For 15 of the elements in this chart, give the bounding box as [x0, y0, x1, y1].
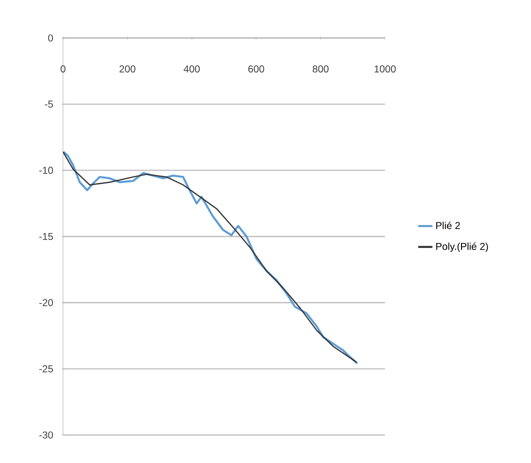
x-tick-label: 0	[60, 65, 66, 72]
y-tick-label: -30	[39, 431, 53, 439]
x-tick-label: 1000	[374, 65, 396, 72]
x-tick-label: 200	[120, 65, 136, 72]
y-tick-label: -20	[39, 299, 53, 306]
y-tick-label: -5	[44, 100, 53, 108]
legend-label: Poly.(Plié 2)	[436, 242, 488, 252]
y-tick-label: -25	[39, 365, 53, 372]
y-tick-label: -15	[39, 233, 53, 240]
y-tick-label: 0	[48, 34, 53, 42]
x-tick-label: 800	[312, 65, 329, 72]
y-tick-label: -10	[39, 166, 53, 174]
x-tick-label: 400	[184, 65, 200, 72]
x-tick-label: 600	[248, 65, 264, 72]
legend-label: Plié 2	[436, 222, 460, 230]
